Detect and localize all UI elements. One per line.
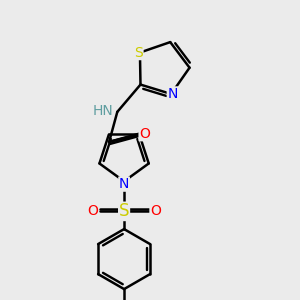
Text: O: O [139, 127, 150, 141]
Text: O: O [87, 204, 98, 218]
Text: S: S [134, 46, 143, 59]
Text: N: N [167, 87, 178, 101]
Text: HN: HN [92, 103, 113, 118]
Text: N: N [119, 177, 129, 191]
Text: O: O [150, 204, 161, 218]
Text: S: S [119, 202, 129, 220]
